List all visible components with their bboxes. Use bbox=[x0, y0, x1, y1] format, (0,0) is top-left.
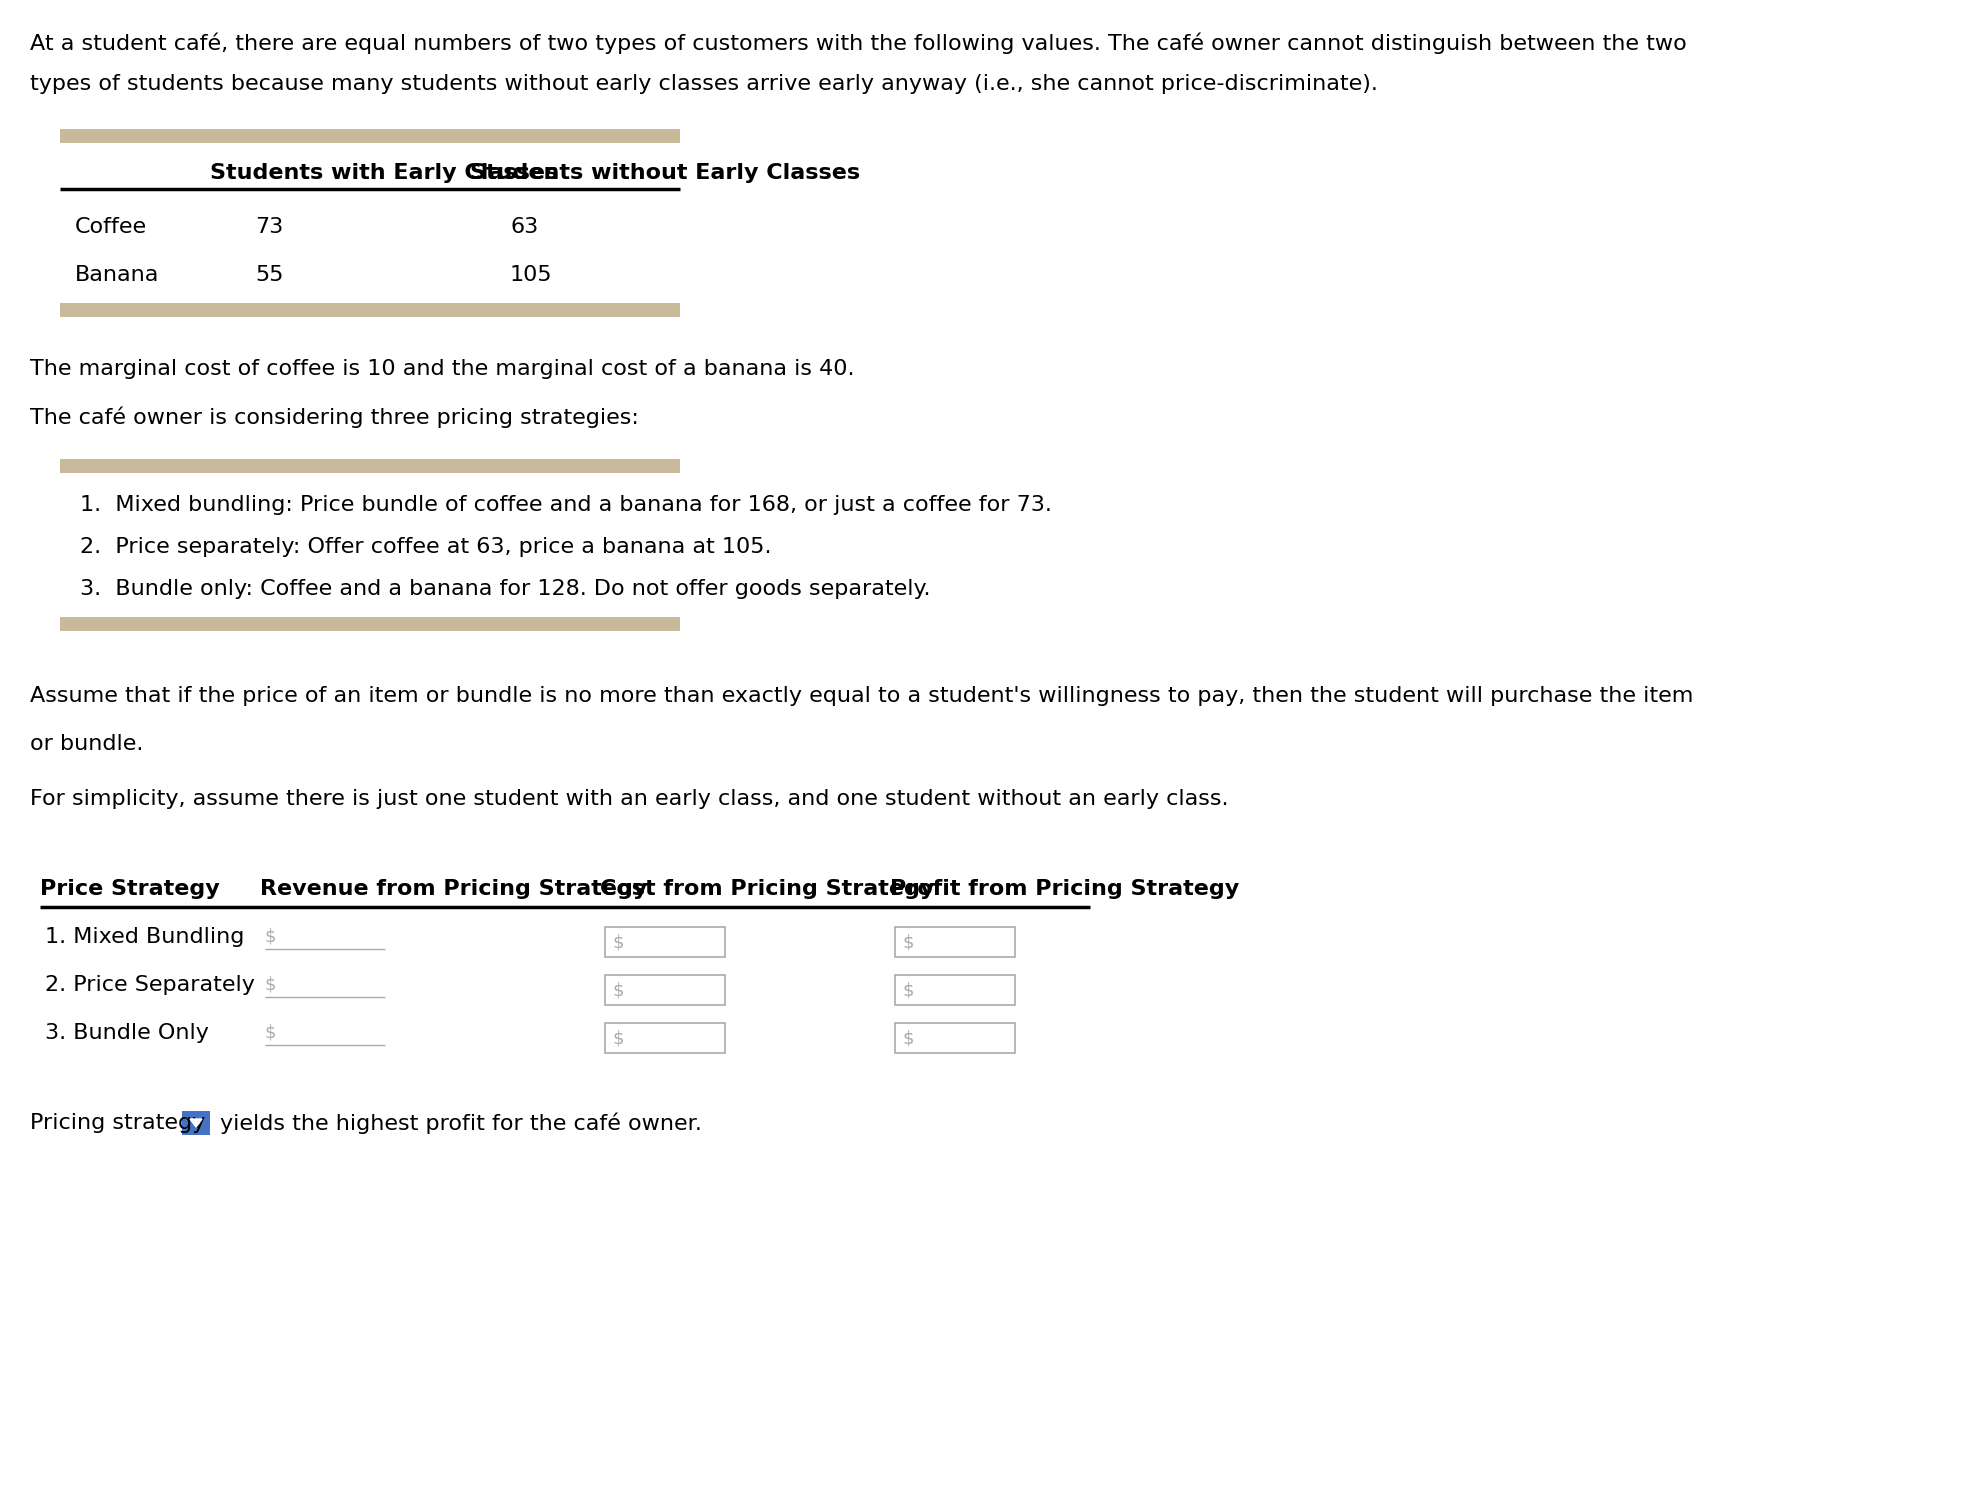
Text: Students with Early Classes: Students with Early Classes bbox=[210, 162, 558, 183]
Text: Students without Early Classes: Students without Early Classes bbox=[469, 162, 861, 183]
Text: Revenue from Pricing Strategy: Revenue from Pricing Strategy bbox=[259, 879, 647, 899]
Bar bbox=[606, 928, 724, 957]
Text: 1.  Mixed bundling: Price bundle of coffee and a banana for 168, or just a coffe: 1. Mixed bundling: Price bundle of coffe… bbox=[79, 494, 1053, 515]
Text: Price Strategy: Price Strategy bbox=[40, 879, 220, 899]
Text: $: $ bbox=[612, 934, 623, 951]
Text: 1. Mixed Bundling: 1. Mixed Bundling bbox=[46, 928, 243, 947]
Text: 3.  Bundle only: Coffee and a banana for 128. Do not offer goods separately.: 3. Bundle only: Coffee and a banana for … bbox=[79, 579, 930, 599]
Text: Coffee: Coffee bbox=[75, 217, 146, 237]
Bar bbox=[895, 975, 1015, 1005]
Bar bbox=[895, 1023, 1015, 1053]
Text: 3. Bundle Only: 3. Bundle Only bbox=[46, 1023, 210, 1042]
Bar bbox=[182, 1111, 210, 1135]
Text: $: $ bbox=[902, 934, 914, 951]
Text: For simplicity, assume there is just one student with an early class, and one st: For simplicity, assume there is just one… bbox=[30, 789, 1229, 809]
Text: or bundle.: or bundle. bbox=[30, 734, 142, 753]
Text: yields the highest profit for the café owner.: yields the highest profit for the café o… bbox=[220, 1112, 703, 1135]
Text: $: $ bbox=[265, 1023, 277, 1041]
Text: types of students because many students without early classes arrive early anywa: types of students because many students … bbox=[30, 74, 1377, 94]
Bar bbox=[895, 928, 1015, 957]
Polygon shape bbox=[190, 1120, 202, 1127]
Text: $: $ bbox=[265, 975, 277, 993]
Text: Profit from Pricing Strategy: Profit from Pricing Strategy bbox=[891, 879, 1239, 899]
Text: 73: 73 bbox=[255, 217, 283, 237]
Bar bbox=[606, 1023, 724, 1053]
Text: $: $ bbox=[612, 1029, 623, 1047]
Text: $: $ bbox=[902, 981, 914, 999]
Text: Banana: Banana bbox=[75, 265, 160, 284]
Text: $: $ bbox=[612, 981, 623, 999]
Text: $: $ bbox=[902, 1029, 914, 1047]
Bar bbox=[59, 130, 681, 143]
Text: At a student café, there are equal numbers of two types of customers with the fo: At a student café, there are equal numbe… bbox=[30, 31, 1686, 54]
Text: The marginal cost of coffee is 10 and the marginal cost of a banana is 40.: The marginal cost of coffee is 10 and th… bbox=[30, 359, 855, 380]
Bar bbox=[59, 302, 681, 317]
Text: Assume that if the price of an item or bundle is no more than exactly equal to a: Assume that if the price of an item or b… bbox=[30, 686, 1694, 706]
Text: The café owner is considering three pricing strategies:: The café owner is considering three pric… bbox=[30, 406, 639, 429]
Text: 55: 55 bbox=[255, 265, 283, 284]
Text: Pricing strategy: Pricing strategy bbox=[30, 1112, 206, 1133]
Text: 105: 105 bbox=[511, 265, 552, 284]
Text: 2.  Price separately: Offer coffee at 63, price a banana at 105.: 2. Price separately: Offer coffee at 63,… bbox=[79, 538, 772, 557]
Bar bbox=[606, 975, 724, 1005]
Bar bbox=[59, 616, 681, 631]
Text: 2. Price Separately: 2. Price Separately bbox=[46, 975, 255, 995]
Text: 63: 63 bbox=[511, 217, 538, 237]
Bar bbox=[59, 459, 681, 474]
Text: Cost from Pricing Strategy: Cost from Pricing Strategy bbox=[600, 879, 934, 899]
Text: $: $ bbox=[265, 928, 277, 946]
